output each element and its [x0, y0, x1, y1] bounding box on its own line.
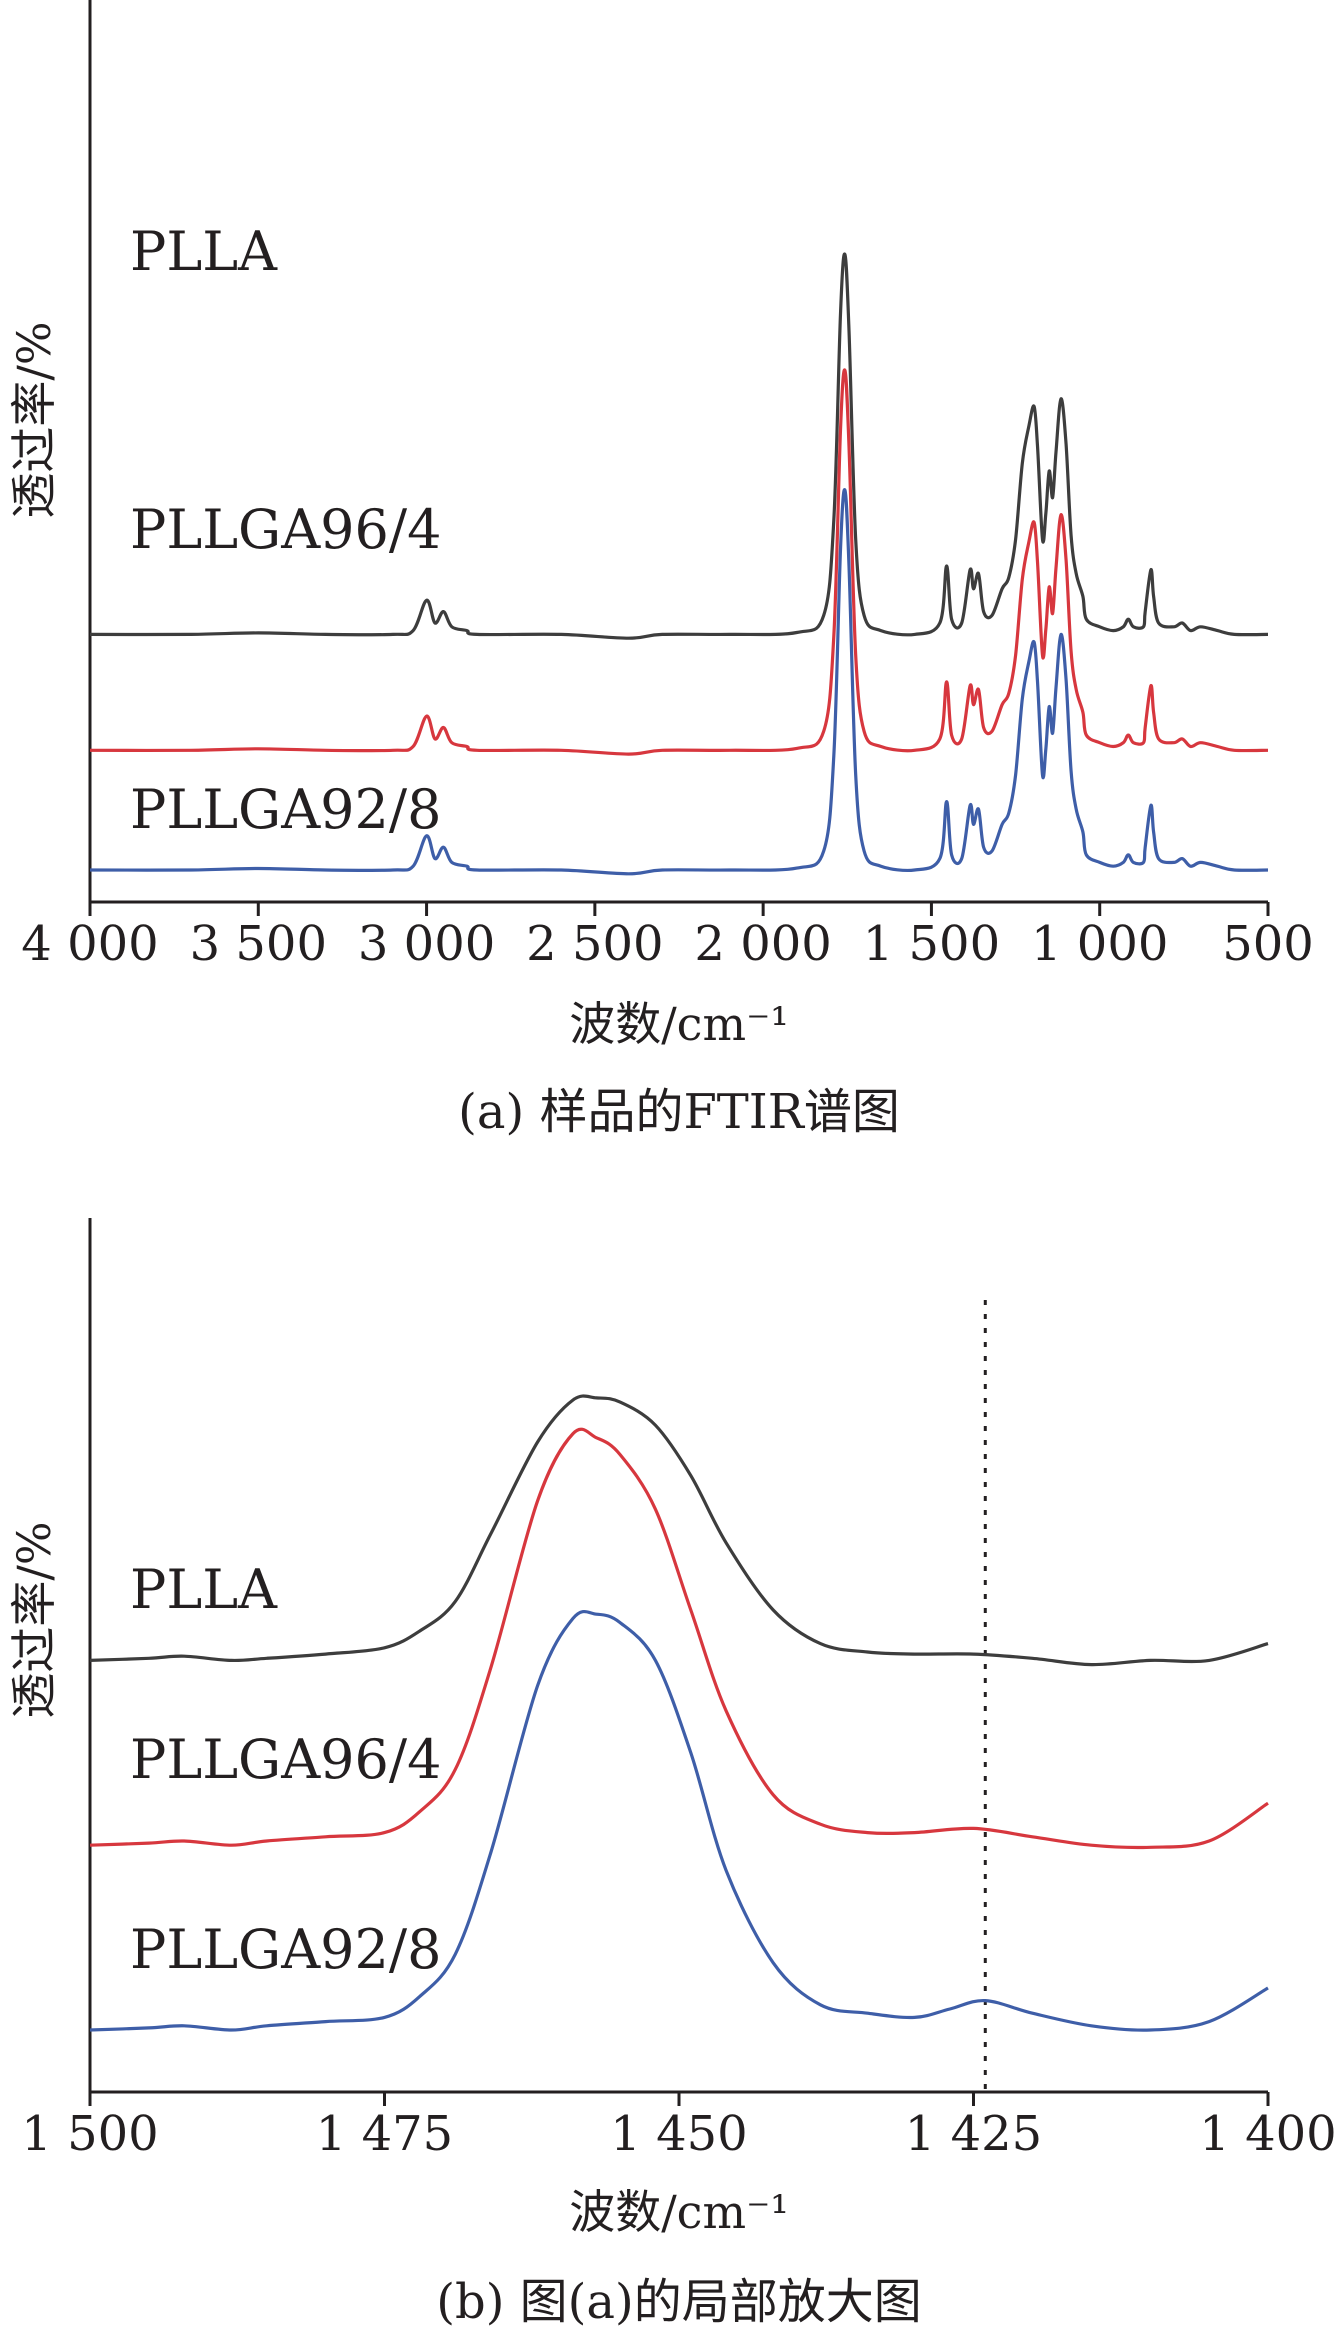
a-x-tick-label: 3 000 [358, 916, 495, 972]
panel-b-series [89, 1394, 1269, 2032]
b-x-tick-label: 1 450 [610, 2106, 747, 2162]
a-x-tick-label: 3 500 [190, 916, 327, 972]
b-x-tick-label: 1 425 [905, 2106, 1042, 2162]
a-x-tick-label: 4 000 [21, 916, 158, 972]
panel-b-x-ticks: 1 500 1 475 1 450 1 425 1 400 [21, 2092, 1337, 2162]
b-series-label: PLLA [130, 1558, 278, 1621]
a-series-label: PLLGA92/8 [130, 778, 441, 841]
panel-b-series-labels: PLLA PLLGA96/4 PLLGA92/8 [130, 1558, 441, 1981]
b-x-tick-label: 1 475 [316, 2106, 453, 2162]
a-series-line-pllga92-8 [89, 488, 1269, 876]
panel-a-series-labels: PLLA PLLGA96/4 PLLGA92/8 [130, 220, 441, 841]
a-series-line-plla [89, 252, 1269, 640]
b-series-line-pllga96-4 [89, 1427, 1269, 1850]
panel-a-y-axis-title: 透过率/% [7, 321, 61, 518]
a-series-label: PLLGA96/4 [130, 498, 441, 561]
a-x-tick-label: 2 000 [694, 916, 831, 972]
panel-b-x-axis-title: 波数/cm⁻¹ [569, 2185, 789, 2239]
a-x-tick-label: 2 500 [526, 916, 663, 972]
b-x-tick-label: 1 500 [21, 2106, 158, 2162]
panel-b-caption: (b) 图(a)的局部放大图 [436, 2274, 922, 2330]
panel-a-caption: (a) 样品的FTIR谱图 [458, 1084, 900, 1140]
a-series-label: PLLA [130, 220, 278, 283]
b-x-tick-label: 1 400 [1199, 2106, 1336, 2162]
panel-a-x-axis-title: 波数/cm⁻¹ [569, 997, 789, 1051]
panel-b-zoomed-spectra: 1 500 1 475 1 450 1 425 1 400 PLLAPLLGA96/4P… [7, 1218, 1337, 2330]
a-x-tick-label: 500 [1222, 916, 1314, 972]
panel-a-ftir-spectra: 4 000 3 500 3 000 2 500 2 000 1 500 1 000 500 P… [7, 0, 1314, 1140]
a-series-line-pllga96-4 [89, 368, 1269, 756]
b-series-line-plla [89, 1394, 1269, 1667]
b-series-line-pllga92-8 [89, 1609, 1269, 2032]
panel-b-y-axis-title: 透过率/% [7, 1521, 61, 1718]
a-x-tick-label: 1 000 [1031, 916, 1168, 972]
panel-a-x-ticks: 4 000 3 500 3 000 2 500 2 000 1 500 1 000 500 [21, 902, 1314, 972]
b-series-label: PLLGA92/8 [130, 1918, 441, 1981]
panel-a-series [89, 252, 1269, 876]
b-series-label: PLLGA96/4 [130, 1728, 441, 1791]
a-x-tick-label: 1 500 [863, 916, 1000, 972]
